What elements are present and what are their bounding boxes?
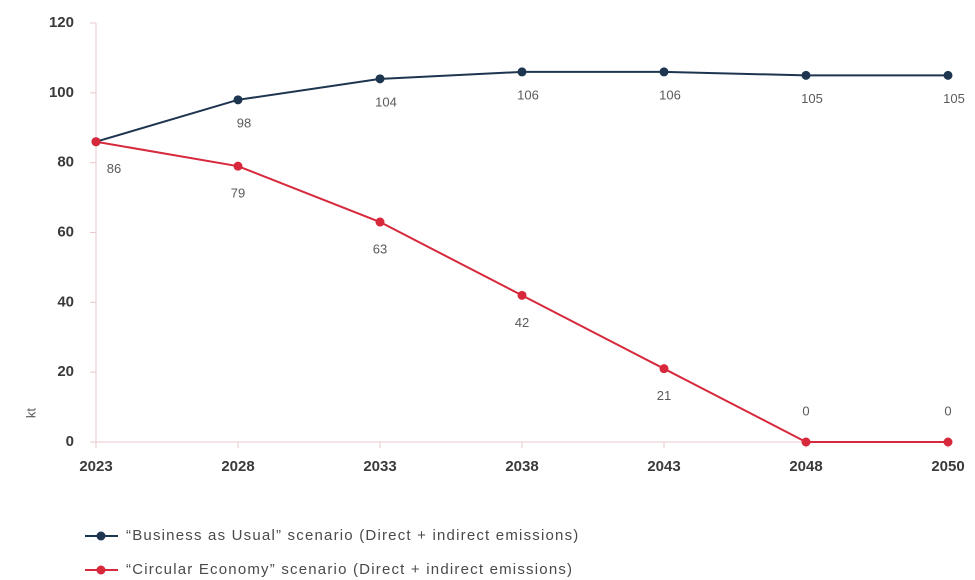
data-label: 106 — [659, 87, 681, 102]
data-label: 0 — [802, 403, 809, 418]
data-label: 98 — [237, 115, 251, 130]
data-label: 105 — [801, 91, 823, 106]
x-tick-label: 2033 — [363, 458, 396, 475]
data-point — [375, 217, 385, 227]
legend-marker — [96, 565, 106, 575]
y-tick-label: 20 — [57, 363, 74, 380]
legend-marker — [96, 531, 106, 541]
x-tick-label: 2050 — [931, 458, 964, 475]
data-label: 42 — [515, 315, 529, 330]
data-label: 0 — [944, 403, 951, 418]
x-tick-label: 2048 — [789, 458, 822, 475]
x-tick-label: 2038 — [505, 458, 538, 475]
data-point — [233, 161, 243, 171]
data-point — [233, 95, 243, 105]
data-point — [659, 364, 669, 374]
data-label: 104 — [375, 94, 397, 109]
y-tick-label: 60 — [57, 223, 74, 240]
data-label: 63 — [373, 241, 387, 256]
y-tick-label: 0 — [66, 433, 74, 450]
data-point — [943, 70, 953, 80]
data-point — [659, 67, 669, 77]
data-point — [375, 74, 385, 84]
y-tick-label: 100 — [49, 84, 74, 101]
data-label: 79 — [231, 186, 245, 201]
legend-label: “Circular Economy” scenario (Direct + in… — [126, 561, 573, 578]
data-point — [517, 290, 527, 300]
data-label: 21 — [657, 388, 671, 403]
data-point — [517, 67, 527, 77]
x-tick-label: 2043 — [647, 458, 680, 475]
x-tick-label: 2028 — [221, 458, 254, 475]
y-tick-label: 40 — [57, 293, 74, 310]
x-tick-label: 2023 — [79, 458, 112, 475]
data-point — [943, 437, 953, 447]
series-line — [95, 70, 948, 143]
y-tick-label: 120 — [49, 14, 74, 31]
legend-label: “Business as Usual” scenario (Direct + i… — [126, 527, 579, 544]
data-label: 106 — [517, 87, 539, 102]
data-point — [91, 137, 101, 147]
y-tick-label: 80 — [57, 154, 74, 171]
data-label: 86 — [107, 161, 121, 176]
data-label: 105 — [943, 91, 965, 106]
data-point — [801, 70, 811, 80]
y-axis-label: kt — [23, 408, 38, 419]
data-point — [801, 437, 811, 447]
